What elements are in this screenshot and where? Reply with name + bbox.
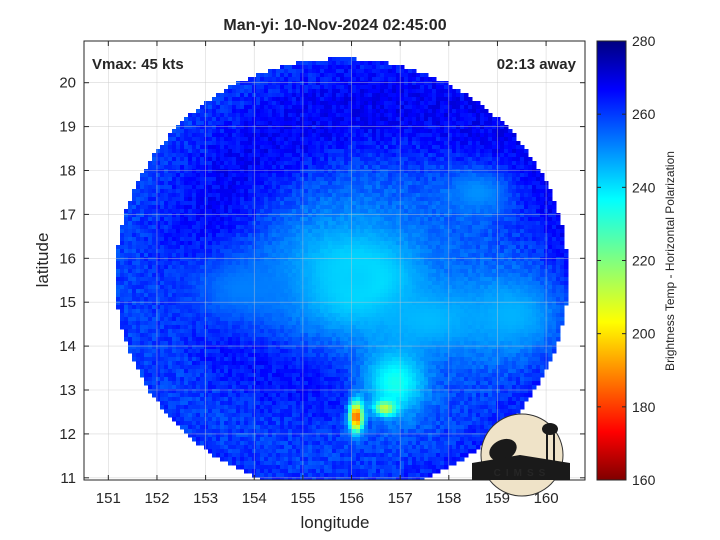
y-tick-label: 20 bbox=[59, 75, 76, 92]
colorbar-tick-label: 220 bbox=[632, 253, 656, 269]
brightness-temp-heatmap bbox=[116, 57, 569, 480]
x-tick-label: 153 bbox=[193, 490, 218, 507]
colorbar-label: Brightness Temp - Horizontal Polarizatio… bbox=[663, 151, 677, 371]
logo-water-tower-icon bbox=[542, 423, 558, 435]
y-tick-label: 15 bbox=[59, 294, 76, 311]
y-tick-label: 16 bbox=[59, 250, 76, 267]
axes-frame bbox=[83, 40, 586, 481]
y-tick-label: 12 bbox=[59, 426, 76, 443]
logo-building-band bbox=[472, 455, 570, 480]
y-tick-label: 13 bbox=[59, 382, 76, 399]
colorbar-tick-label: 260 bbox=[632, 106, 656, 122]
x-tick-label: 155 bbox=[290, 490, 315, 507]
x-tick-label: 152 bbox=[144, 490, 169, 507]
colorbar bbox=[596, 40, 627, 481]
logo-text: CIMSS bbox=[494, 468, 551, 479]
y-tick-label: 19 bbox=[59, 119, 76, 136]
x-tick-label: 158 bbox=[436, 490, 461, 507]
x-tick-label: 151 bbox=[96, 490, 121, 507]
y-tick-label: 14 bbox=[59, 338, 76, 355]
x-tick-label: 156 bbox=[339, 490, 364, 507]
y-axis-ticks: 11 12 13 14 15 16 17 18 19 20 bbox=[59, 75, 585, 487]
vmax-annotation: Vmax: 45 kts bbox=[92, 56, 184, 73]
y-tick-label: 18 bbox=[59, 163, 76, 180]
colorbar-tick-label: 240 bbox=[632, 179, 656, 195]
x-tick-label: 159 bbox=[485, 490, 510, 507]
y-axis-label: latitude bbox=[33, 233, 52, 288]
y-tick-label: 11 bbox=[60, 470, 76, 487]
x-tick-label: 157 bbox=[388, 490, 413, 507]
time-away-annotation: 02:13 away bbox=[497, 56, 577, 73]
colorbar-tick-label: 280 bbox=[632, 33, 656, 49]
x-axis-ticks: 151 152 153 154 155 156 157 158 159 160 bbox=[96, 41, 559, 507]
x-axis-label: longitude bbox=[300, 513, 369, 532]
x-tick-label: 154 bbox=[242, 490, 267, 507]
x-tick-label: 160 bbox=[534, 490, 559, 507]
colorbar-tick-label: 200 bbox=[632, 326, 656, 342]
colorbar-tick-label: 180 bbox=[632, 399, 656, 415]
grid-lines bbox=[84, 41, 585, 480]
y-tick-label: 17 bbox=[59, 206, 76, 223]
chart-title: Man-yi: 10-Nov-2024 02:45:00 bbox=[223, 17, 446, 34]
colorbar-ticks: 160 180 200 220 240 260 280 bbox=[597, 33, 656, 488]
cimss-logo: CIMSS bbox=[472, 413, 570, 497]
colorbar-tick-label: 160 bbox=[632, 472, 656, 488]
